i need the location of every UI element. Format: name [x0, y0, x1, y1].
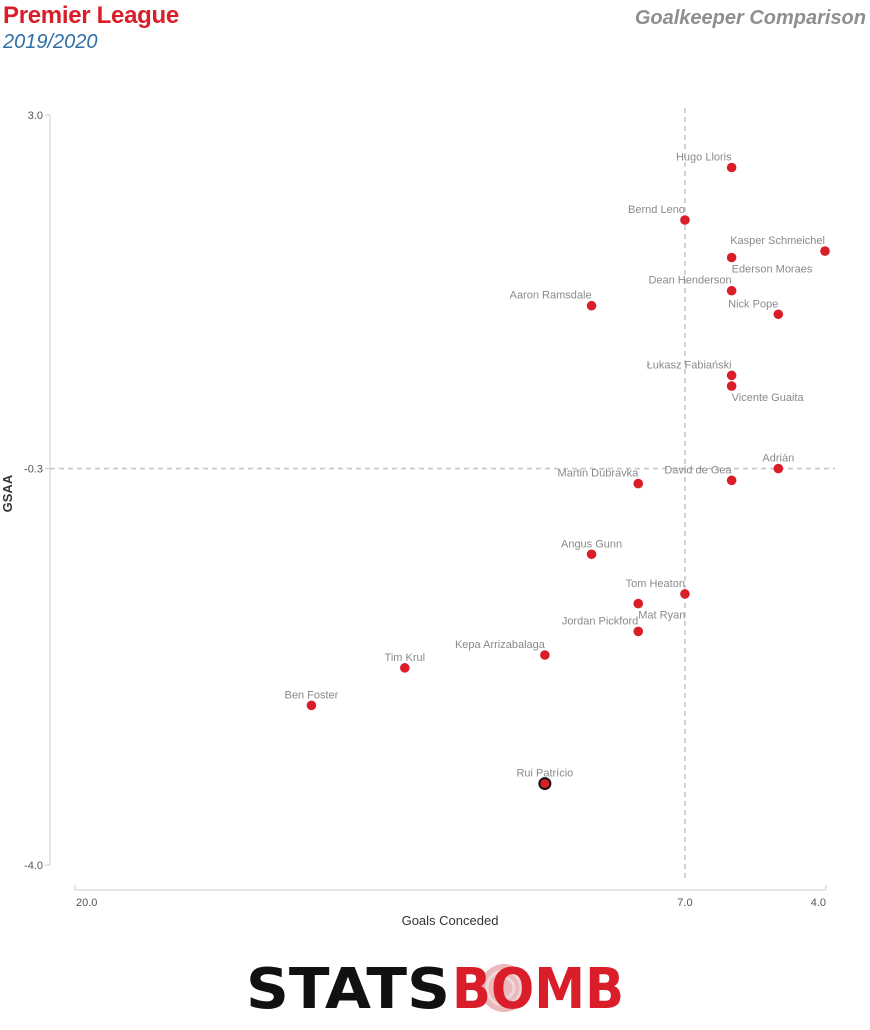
data-point: [726, 162, 737, 173]
point-label: Jordan Pickford: [562, 615, 638, 627]
x-tick-label: 4.0: [811, 897, 826, 909]
data-point: [680, 215, 690, 225]
data-point: [633, 598, 644, 609]
y-tick-label: 3.0: [28, 110, 43, 122]
logo-text-stats: STATS: [246, 958, 450, 1018]
season-label: 2019/2020: [3, 31, 98, 53]
data-point: [773, 309, 784, 320]
statsbomb-logo: STATS BOMB: [246, 958, 624, 1018]
data-point: [773, 463, 784, 474]
point-label: Hugo Lloris: [676, 152, 732, 164]
data-point: [820, 246, 830, 256]
point-label: Nick Pope: [728, 298, 778, 310]
data-point: [680, 589, 690, 599]
data-point: [540, 650, 550, 660]
data-points: Hugo Lloris Bernd Leno Kasper Schmeichel Ed…: [285, 152, 830, 791]
chart-subtitle: Goalkeeper Comparison: [634, 7, 866, 29]
point-label: Aaron Ramsdale: [510, 290, 592, 302]
point-label: Łukasz Fabiański: [647, 359, 732, 371]
data-point: [306, 700, 317, 711]
point-label: Ederson Moraes: [732, 264, 813, 276]
point-label: Vicente Guaita: [732, 392, 805, 404]
point-label: David de Gea: [664, 464, 732, 476]
point-label: Kepa Arrizabalaga: [455, 639, 546, 651]
point-label: Rui Patrício: [516, 768, 573, 780]
point-label: Tom Heaton: [626, 578, 685, 590]
point-label: Adrián: [762, 453, 794, 465]
point-label: Mat Ryan: [638, 610, 685, 622]
point-label: Tim Krul: [385, 652, 426, 664]
y-axis-label: GSAA: [0, 474, 15, 512]
point-label: Kasper Schmeichel: [730, 235, 825, 247]
data-point: [726, 252, 737, 263]
data-point: [586, 300, 597, 311]
point-label: Martin Dúbravka: [558, 468, 640, 480]
data-point: [586, 549, 597, 560]
point-label: Angus Gunn: [561, 538, 622, 550]
y-tick-label: -4.0: [24, 860, 43, 872]
data-point: [633, 626, 644, 637]
data-point: [400, 663, 410, 673]
point-label: Bernd Leno: [628, 204, 685, 216]
logo-text-bomb: BOMB: [452, 958, 624, 1018]
point-label: Ben Foster: [285, 689, 339, 701]
data-point: [726, 285, 737, 296]
y-tick-label: -0.3: [24, 464, 43, 476]
x-axis-label: Goals Conceded: [402, 913, 499, 928]
axes: 3.0 -0.3 -4.0 GSAA 20.0 7.0 4.0 Goals Conceded: [0, 110, 827, 928]
target-icon: [480, 964, 528, 1012]
chart-title: Premier League: [3, 2, 179, 29]
x-tick-label: 7.0: [677, 897, 692, 909]
data-point: [633, 478, 644, 489]
point-label: Dean Henderson: [648, 275, 731, 287]
x-tick-label: 20.0: [76, 897, 97, 909]
data-point: [726, 370, 737, 381]
data-point: [726, 475, 737, 486]
reference-lines: [50, 108, 835, 880]
data-point-highlight: [538, 777, 552, 791]
data-point: [726, 381, 737, 391]
